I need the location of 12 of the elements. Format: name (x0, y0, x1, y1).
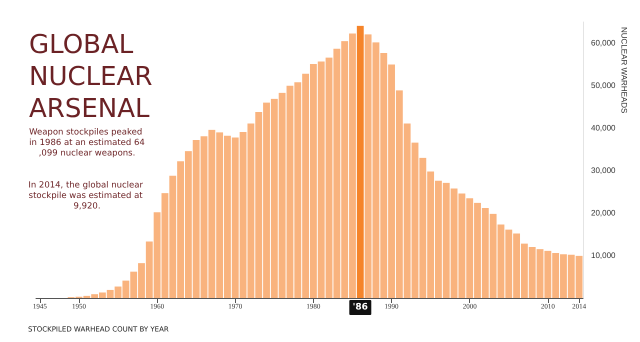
y-tick-label: 10,000 (591, 251, 616, 260)
y-tick-label: 40,000 (591, 124, 616, 133)
y-axis-title: NUCLEAR WARHEADS (620, 27, 628, 114)
text: GLOBAL NUCLEAR ARSENAL (29, 30, 152, 124)
annotation: In 2014, the global nuclear stockpile was estimated at 9,920. (28, 180, 146, 212)
annotation: Weapon stockpiles peaked in 1986 at an estimated 64,099 nuclear weapons. (29, 127, 145, 158)
text: '86 (352, 302, 368, 312)
y-tick-label: 30,000 (591, 166, 616, 176)
bar (356, 26, 364, 298)
y-tick-label: 60,000 (591, 38, 616, 48)
y-tick-label: 50,000 (591, 81, 616, 90)
y-tick-label: 20,000 (591, 208, 616, 218)
